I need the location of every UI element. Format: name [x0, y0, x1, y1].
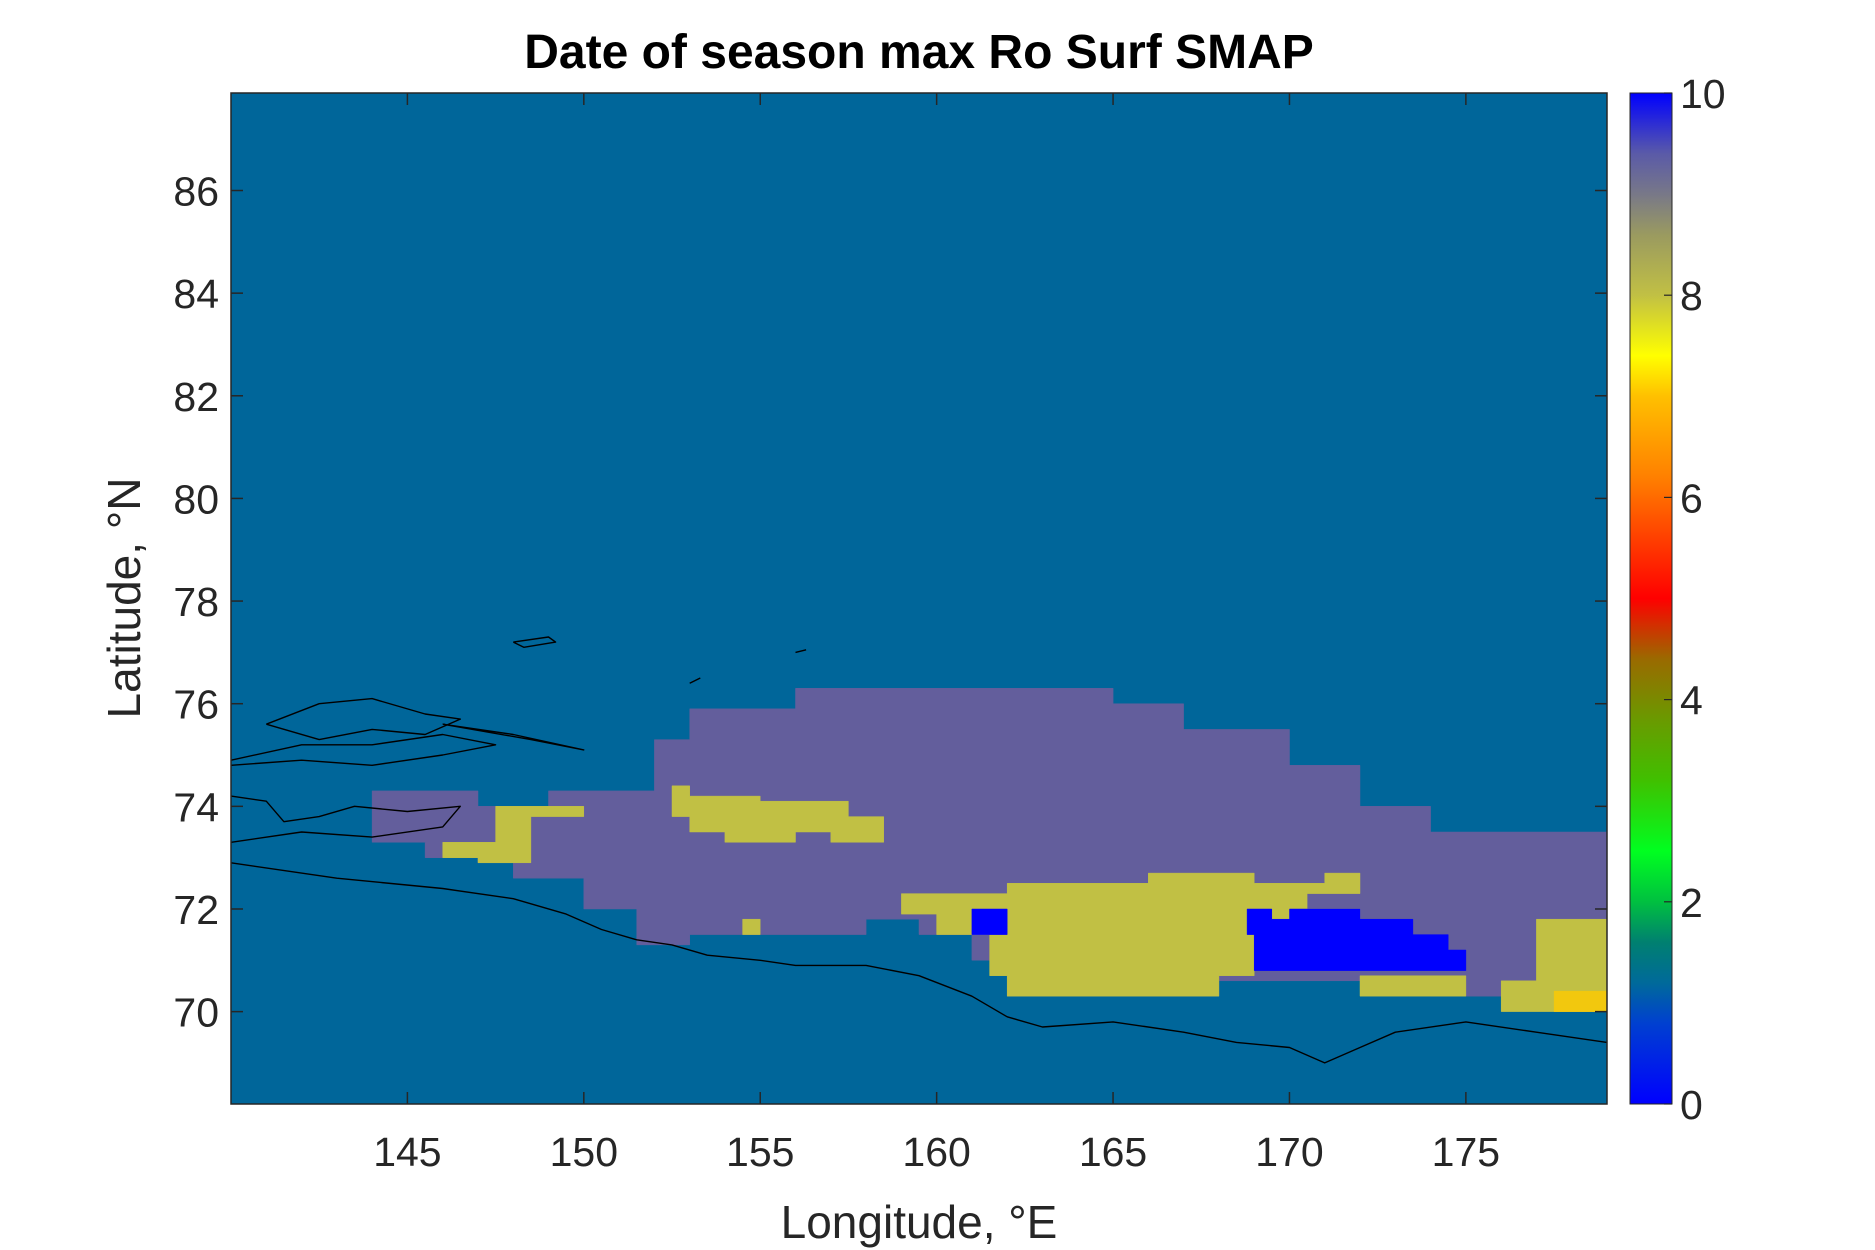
- y-axis-ticks: 70 72 74 76 78 80 82 84 86: [173, 169, 1607, 1036]
- x-tick-label: 155: [726, 1129, 794, 1175]
- chart-title: Date of season max Ro Surf SMAP: [524, 26, 1314, 79]
- x-tick-label: 165: [1079, 1129, 1147, 1175]
- coastline: [442, 723, 585, 751]
- y-tick-label: 76: [173, 682, 219, 728]
- colorbar-tick-label: 6: [1680, 475, 1703, 521]
- heatmap-region: [1246, 908, 1467, 971]
- y-tick-label: 78: [173, 579, 219, 625]
- coastline: [231, 733, 497, 766]
- heatmap-region: [671, 785, 884, 843]
- colorbar-frame: [1629, 92, 1673, 1105]
- colorbar-tick-label: 10: [1680, 71, 1726, 117]
- x-tick-label: 160: [902, 1129, 970, 1175]
- y-tick-label: 80: [173, 476, 219, 522]
- y-tick-label: 74: [173, 784, 219, 830]
- heatmap-region: [971, 908, 1008, 935]
- colorbar-tick-label: 4: [1680, 678, 1703, 724]
- colorbar-gradient: [1630, 93, 1672, 1104]
- colorbar-ticks: 0 2 4 6 8 10: [1664, 71, 1726, 1128]
- heatmap-region: [442, 806, 585, 864]
- colorbar-tick-label: 2: [1680, 880, 1703, 926]
- heatmap-region: [1359, 975, 1467, 997]
- x-tick-label: 150: [550, 1129, 618, 1175]
- y-axis-label: Latitude, °N: [98, 478, 150, 719]
- heatmap-cells: [371, 688, 1607, 1012]
- colorbar-tick-label: 8: [1680, 273, 1703, 319]
- heatmap-region: [1500, 918, 1607, 1012]
- coastline: [231, 862, 1607, 1064]
- coastline: [795, 649, 807, 654]
- heatmap-region: [742, 918, 761, 935]
- coastline: [266, 697, 461, 741]
- colorbar-tick-label: 0: [1680, 1082, 1703, 1128]
- plot-frame: [230, 92, 1608, 1105]
- x-axis-ticks: 145 150 155 160 165 170 175: [373, 93, 1500, 1175]
- x-tick-label: 145: [373, 1129, 441, 1175]
- x-tick-label: 175: [1432, 1129, 1500, 1175]
- coastlines: [231, 636, 1607, 1064]
- y-tick-label: 82: [173, 374, 219, 420]
- heatmap-region: [1553, 990, 1607, 1012]
- y-tick-label: 70: [173, 990, 219, 1036]
- colorbar: 0 2 4 6 8 10: [1629, 71, 1726, 1128]
- plot-area: 145 150 155 160 165 170 175 70 72 74 76 78 80 82 84 86: [173, 92, 1608, 1175]
- x-axis-label: Longitude, °E: [781, 1196, 1058, 1248]
- coastline: [231, 795, 461, 843]
- y-tick-label: 86: [173, 169, 219, 215]
- coastline: [689, 677, 701, 684]
- y-tick-label: 84: [173, 271, 219, 317]
- x-tick-label: 170: [1255, 1129, 1323, 1175]
- y-tick-label: 72: [173, 887, 219, 933]
- coastline: [512, 636, 557, 648]
